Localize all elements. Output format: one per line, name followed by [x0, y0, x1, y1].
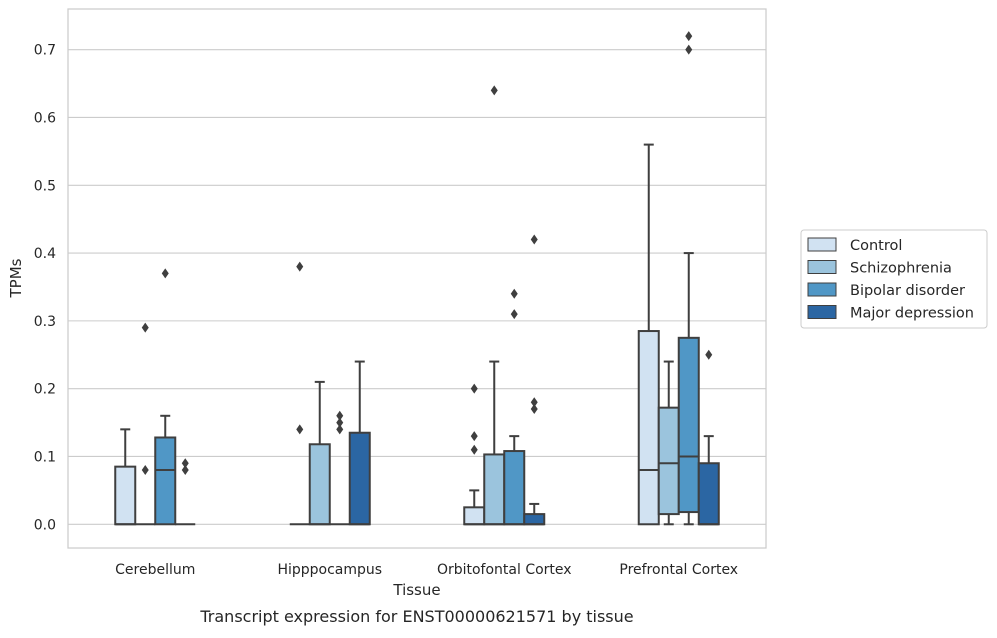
box-2-2	[503, 288, 526, 526]
outlier-point	[296, 261, 304, 272]
boxes	[114, 31, 720, 526]
box-body	[637, 330, 660, 526]
x-tick-labels: Cerebellum Hipppocampus Orbitofontal Corte…	[115, 562, 738, 578]
box-3-3	[697, 349, 720, 526]
legend-label: Control	[850, 238, 902, 254]
outlier-point	[470, 444, 478, 455]
outlier-point	[685, 31, 693, 42]
outlier-point	[530, 234, 538, 245]
x-tick-label: Cerebellum	[115, 562, 195, 578]
outlier-point	[470, 383, 478, 394]
y-tick-label: 0.6	[34, 110, 56, 126]
box-body	[523, 513, 546, 526]
x-axis-label: Tissue	[392, 581, 440, 599]
box-body	[483, 453, 506, 526]
box-0-0	[114, 428, 137, 526]
box-body	[308, 443, 331, 526]
box-body	[463, 506, 486, 526]
y-tick-label: 0.1	[34, 449, 56, 465]
legend-frame	[800, 229, 988, 329]
y-tick-label: 0.2	[34, 382, 56, 398]
box-0-2	[154, 268, 177, 526]
y-tick-label: 0.3	[34, 314, 56, 330]
box-body	[114, 465, 137, 526]
plot-frame	[67, 8, 767, 549]
box-1-1	[308, 380, 331, 526]
y-tick-label: 0.5	[34, 178, 56, 194]
box-body	[348, 431, 371, 526]
legend-swatch	[807, 282, 837, 297]
outlier-point	[141, 322, 149, 333]
box-1-0	[289, 261, 310, 526]
outlier-point	[141, 465, 149, 476]
chart-title: Transcript expression for ENST0000062157…	[199, 607, 633, 626]
outlier-point	[490, 85, 498, 96]
legend-label: Bipolar disorder	[850, 283, 965, 299]
box-2-1	[483, 85, 506, 526]
outlier-point	[336, 417, 344, 428]
x-tick-label: Hipppocampus	[277, 562, 382, 578]
box-0-1	[135, 322, 156, 526]
outlier-point	[705, 349, 713, 360]
box-body	[503, 450, 526, 526]
legend-swatch	[807, 237, 837, 252]
legend-swatch	[807, 260, 837, 274]
box-2-3	[523, 234, 546, 526]
box-body	[657, 406, 680, 516]
box-3-2	[677, 31, 700, 526]
outlier-point	[336, 424, 344, 435]
legend: Control Schizophrenia Bipolar disorder Majo…	[800, 229, 988, 329]
box-3-1	[657, 360, 680, 526]
outlier-point	[296, 424, 304, 435]
box-1-2	[329, 410, 350, 526]
outlier-point	[470, 431, 478, 442]
outlier-point	[161, 268, 169, 279]
outlier-point	[510, 309, 518, 320]
box-body	[677, 336, 700, 514]
outlier-point	[181, 465, 189, 476]
box-body	[697, 462, 720, 526]
y-tick-label: 0.7	[34, 43, 56, 59]
outlier-point	[530, 404, 538, 415]
legend-swatch	[807, 305, 837, 319]
box-1-3	[348, 360, 371, 526]
legend-label: Major depression	[850, 306, 974, 322]
y-axis-label: TPMs	[7, 258, 25, 298]
y-tick-label: 0.0	[34, 517, 56, 533]
outlier-point	[530, 397, 538, 408]
x-tick-label: Orbitofontal Cortex	[437, 562, 572, 578]
y-tick-labels: 0.0 0.1 0.2 0.3 0.4 0.5 0.6 0.7	[34, 43, 56, 534]
box-body	[154, 436, 177, 526]
outlier-point	[336, 410, 344, 421]
outlier-point	[181, 458, 189, 469]
outlier-point	[685, 44, 693, 55]
box-0-3	[175, 458, 196, 526]
legend-label: Schizophrenia	[850, 261, 952, 277]
y-tick-label: 0.4	[34, 246, 56, 262]
outlier-point	[510, 288, 518, 299]
box-2-0	[463, 383, 486, 526]
x-tick-label: Prefrontal Cortex	[619, 562, 738, 578]
